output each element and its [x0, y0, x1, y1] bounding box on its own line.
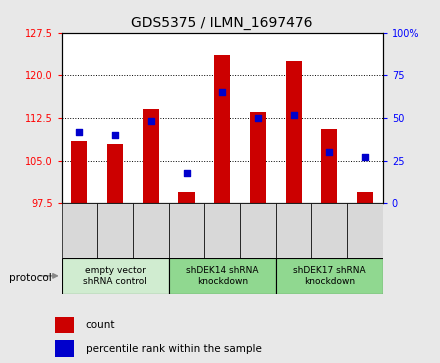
Point — [183, 170, 190, 175]
Bar — [71, 141, 88, 203]
Point — [219, 90, 226, 95]
Bar — [204, 203, 240, 258]
Point — [254, 115, 261, 121]
Bar — [133, 203, 169, 258]
Text: shDEK14 shRNA
knockdown: shDEK14 shRNA knockdown — [186, 266, 258, 286]
Bar — [240, 203, 276, 258]
Bar — [143, 109, 159, 203]
Point — [290, 112, 297, 118]
Text: protocol: protocol — [9, 273, 51, 283]
Point — [147, 118, 154, 124]
Bar — [55, 340, 74, 357]
Bar — [276, 258, 383, 294]
Point — [76, 129, 83, 135]
Bar — [214, 56, 230, 203]
Text: shDEK17 shRNA
knockdown: shDEK17 shRNA knockdown — [293, 266, 366, 286]
Bar — [55, 317, 74, 333]
Bar — [107, 143, 123, 203]
Text: empty vector
shRNA control: empty vector shRNA control — [83, 266, 147, 286]
Bar — [97, 203, 133, 258]
Bar — [286, 61, 301, 203]
Text: count: count — [85, 320, 115, 330]
Bar — [179, 192, 194, 203]
Point — [326, 149, 333, 155]
Point — [361, 154, 368, 160]
Point — [112, 132, 119, 138]
Bar — [357, 192, 373, 203]
Text: percentile rank within the sample: percentile rank within the sample — [85, 343, 261, 354]
Bar — [169, 203, 204, 258]
Bar — [62, 203, 97, 258]
Bar — [250, 112, 266, 203]
Bar — [62, 258, 169, 294]
Bar — [312, 203, 347, 258]
Bar — [321, 129, 337, 203]
Bar — [276, 203, 312, 258]
Bar — [169, 258, 276, 294]
Title: GDS5375 / ILMN_1697476: GDS5375 / ILMN_1697476 — [132, 16, 313, 30]
Bar — [347, 203, 383, 258]
